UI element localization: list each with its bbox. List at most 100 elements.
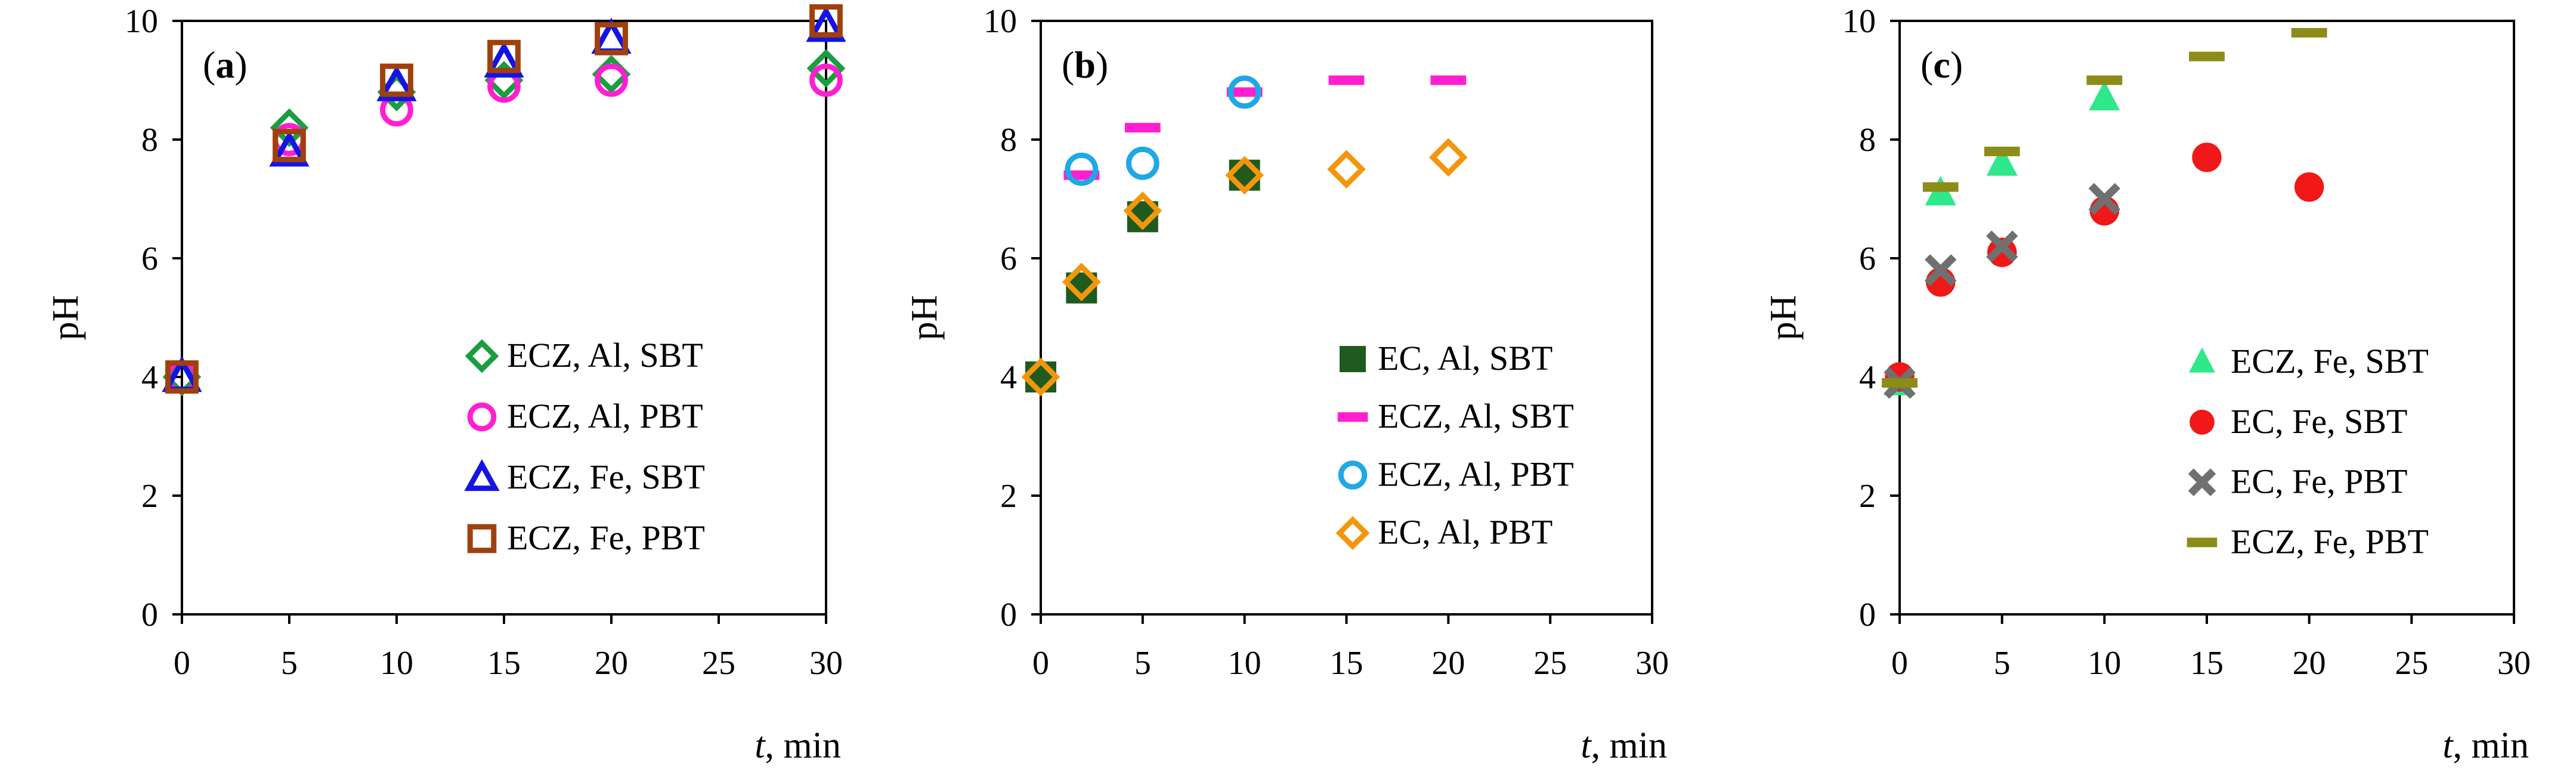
data-point <box>1226 87 1263 97</box>
legend: EC, Al, SBT ECZ, Al, SBT ECZ, Al, PBT EC, A… <box>1335 339 1574 552</box>
y-tick-label: 4 <box>141 359 158 396</box>
x-tick-label: 30 <box>809 645 843 682</box>
legend-label: ECZ, Fe, PBT <box>2231 522 2429 561</box>
data-point <box>1987 237 2017 267</box>
legend-marker <box>2188 468 2216 496</box>
chart-panel-b: 0 5 10 15 20 25 30 0 2 4 6 8 10 pH t, min (b) EC, Al, SB… <box>904 3 1669 766</box>
y-tick-label: 2 <box>1859 478 1876 515</box>
legend-marker <box>2190 409 2215 435</box>
x-tick-label: 15 <box>2190 645 2224 682</box>
x-axis-label: t, min <box>754 725 841 766</box>
data-point <box>2189 51 2225 61</box>
data-point <box>1922 182 1959 192</box>
data-point <box>1430 75 1467 85</box>
y-tick-label: 6 <box>141 240 158 277</box>
x-tick-label: 10 <box>2088 645 2121 682</box>
x-tick-label: 15 <box>1330 645 1363 682</box>
x-tick-label: 25 <box>2395 645 2428 682</box>
data-point <box>1984 146 2020 156</box>
series-3 <box>1882 27 2327 388</box>
data-point <box>380 63 413 97</box>
series-3 <box>1021 138 1468 397</box>
legend-label: EC, Fe, SBT <box>2231 402 2408 441</box>
data-point <box>1225 156 1264 195</box>
x-tick-label: 20 <box>595 645 628 682</box>
data-point <box>2291 27 2327 38</box>
legend-label: ECZ, Fe, PBT <box>507 518 705 557</box>
y-tick-label: 10 <box>125 3 158 40</box>
y-tick-label: 4 <box>1000 359 1017 396</box>
y-tick-label: 2 <box>141 478 158 515</box>
data-point <box>2294 172 2324 202</box>
x-axis-label-variable: t <box>1581 725 1592 766</box>
panel-tag: (b) <box>1062 44 1108 86</box>
legend-marker <box>467 402 497 432</box>
data-point <box>1227 75 1261 109</box>
chart-panel-a: 0 5 10 15 20 25 30 0 2 4 6 8 10 pH t, min (a) ECZ, Al, S… <box>45 3 846 766</box>
y-tick-label: 2 <box>1000 478 1017 515</box>
legend-label: ECZ, Al, SBT <box>1378 397 1574 435</box>
legend-marker <box>465 339 499 373</box>
x-tick-label: 25 <box>702 645 735 682</box>
data-point <box>273 129 306 162</box>
legend-label: ECZ, Fe, SBT <box>507 457 705 496</box>
legend-label: EC, Al, SBT <box>1378 339 1553 378</box>
x-tick-label: 30 <box>1635 645 1669 682</box>
data-point <box>2088 183 2121 215</box>
data-point <box>165 360 199 394</box>
data-point <box>2089 81 2120 111</box>
data-point <box>269 130 310 167</box>
data-point <box>595 63 628 97</box>
y-tick-label: 8 <box>141 122 158 159</box>
data-point <box>1924 254 1957 286</box>
y-tick-label: 8 <box>1859 122 1876 159</box>
y-axis-label: pH <box>904 295 945 341</box>
data-point <box>1428 138 1468 177</box>
y-tick-label: 6 <box>1859 240 1876 277</box>
legend-marker <box>2187 537 2218 548</box>
x-tick-label: 0 <box>1891 645 1908 682</box>
legend-marker <box>2189 347 2215 373</box>
data-point <box>1986 146 2018 176</box>
x-tick-label: 0 <box>174 645 190 682</box>
y-tick-label: 0 <box>141 596 158 633</box>
data-point <box>1065 152 1099 186</box>
legend-label: ECZ, Al, SBT <box>507 336 703 375</box>
data-point <box>1123 191 1162 230</box>
data-point <box>487 39 521 73</box>
chart-panel-c: 0 5 10 15 20 25 30 0 2 4 6 8 10 pH t, min (c) ECZ, Fe, S… <box>1763 3 2531 766</box>
x-tick-label: 10 <box>1228 645 1261 682</box>
data-point <box>2192 143 2222 172</box>
data-point <box>1328 75 1365 85</box>
legend-marker <box>1340 346 1366 372</box>
data-point <box>809 63 843 97</box>
x-tick-label: 5 <box>281 645 298 682</box>
data-point <box>809 4 843 38</box>
y-tick-label: 8 <box>1000 122 1017 159</box>
data-point <box>1986 230 2018 262</box>
data-point <box>595 21 628 55</box>
legend-label: ECZ, Al, PBT <box>507 397 703 435</box>
data-point <box>806 49 846 88</box>
data-point <box>376 65 417 101</box>
data-point <box>270 108 309 147</box>
x-tick-label: 5 <box>1994 645 2011 682</box>
series-3 <box>165 4 843 394</box>
x-axis-label-variable: t <box>754 725 766 766</box>
panel-tag: (c) <box>1921 44 1963 86</box>
legend: ECZ, Fe, SBT EC, Fe, SBT EC, Fe, PBT ECZ, F… <box>2187 342 2429 561</box>
data-point <box>1125 146 1159 180</box>
data-point <box>1025 361 1056 392</box>
legend-label: ECZ, Al, PBT <box>1378 455 1574 493</box>
legend-marker <box>467 524 497 554</box>
legend-marker <box>1337 412 1368 422</box>
x-axis-label-unit: , min <box>2453 725 2529 766</box>
panel-tag: (a) <box>203 44 248 86</box>
data-point <box>484 41 524 78</box>
x-axis-label: t, min <box>2442 725 2529 766</box>
data-point <box>1062 262 1101 302</box>
data-point <box>1327 150 1366 189</box>
x-tick-label: 15 <box>487 645 521 682</box>
